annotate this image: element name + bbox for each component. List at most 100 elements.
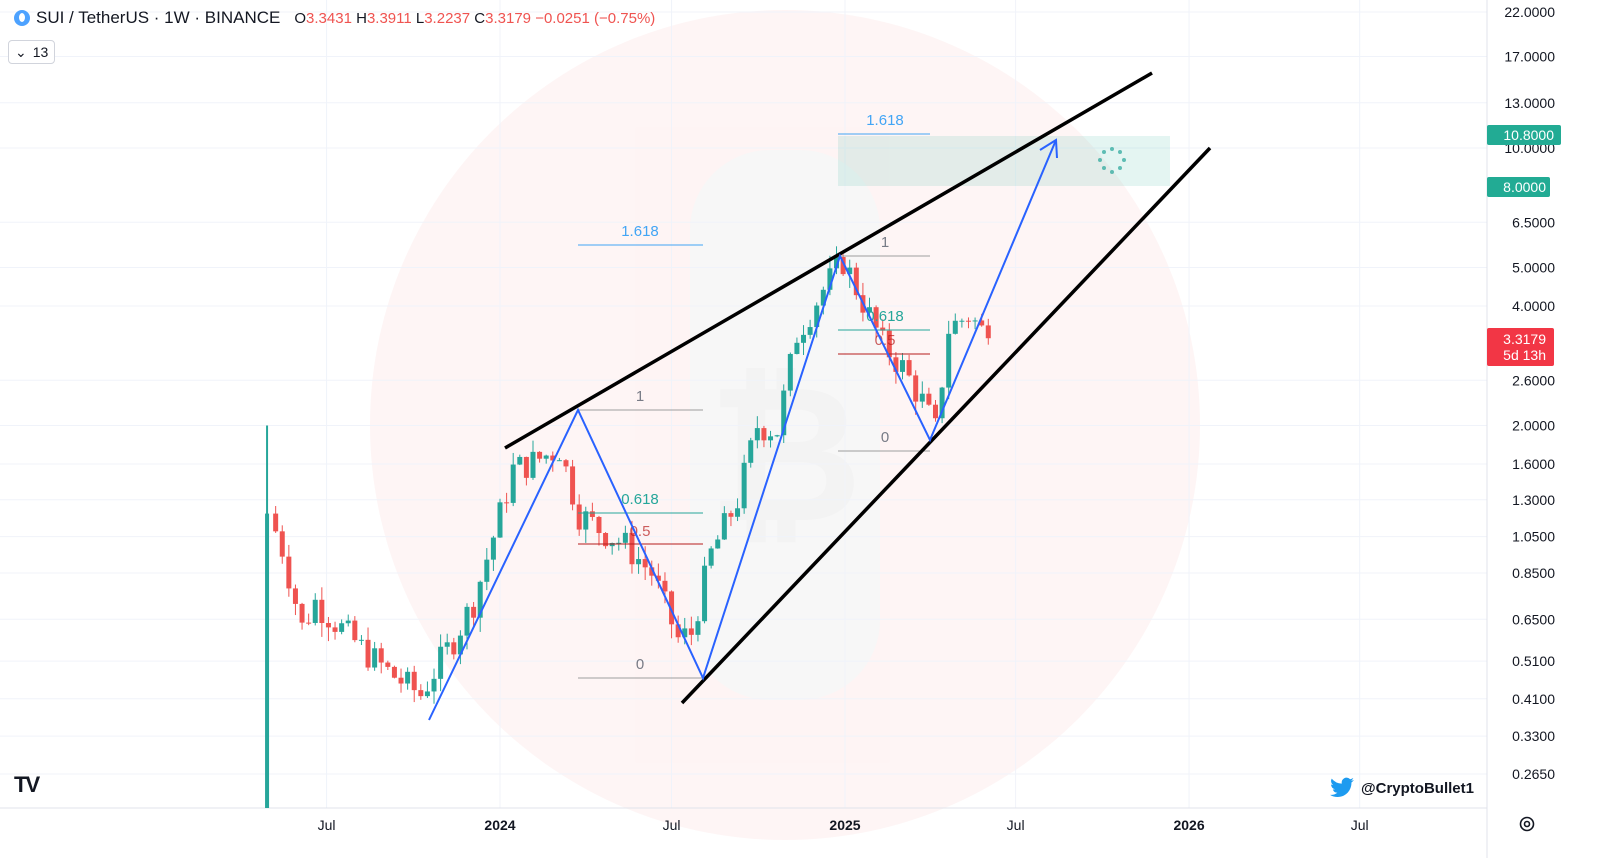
candle-body — [649, 567, 655, 576]
candle-body — [589, 511, 595, 517]
candle-body — [477, 581, 483, 618]
time-tick-label: Jul — [318, 817, 336, 833]
candle-body — [695, 621, 701, 635]
fib-label-1618-b: 1.618 — [866, 112, 904, 129]
candle-body — [972, 320, 978, 322]
price-tick-label: 0.4100 — [1512, 691, 1555, 707]
candle-body — [405, 671, 411, 684]
candles — [265, 246, 991, 808]
candle-body — [391, 666, 397, 678]
target-arrowhead — [1039, 138, 1058, 159]
candle-body — [365, 639, 371, 668]
candle-body — [932, 404, 938, 419]
candle-body — [332, 627, 338, 632]
upper-trendline[interactable] — [504, 71, 1153, 450]
candle-body — [807, 327, 813, 335]
candle-body — [457, 635, 463, 655]
target-high-label: 10.8000 — [1503, 127, 1554, 143]
chevron-down-icon: ⌄ — [15, 43, 27, 60]
candle-body — [464, 606, 470, 636]
time-tick-label: 2024 — [484, 817, 515, 833]
candle-body — [662, 580, 668, 592]
candle-body — [286, 556, 292, 589]
fib-label-1618-a: 1.618 — [621, 223, 659, 240]
author-handle: @CryptoBullet1 — [1327, 775, 1474, 801]
candle-body — [345, 620, 351, 624]
symbol-title[interactable]: SUI / TetherUS · 1W · BINANCE — [36, 8, 281, 27]
candle-body — [543, 455, 549, 459]
lower-trendline[interactable] — [680, 146, 1212, 705]
svg-text:₿: ₿ — [708, 349, 863, 561]
candle-body — [959, 320, 965, 322]
tradingview-logo[interactable]: TV — [14, 772, 40, 797]
candle-body — [510, 464, 516, 503]
candle-body — [622, 532, 628, 543]
candle-body — [787, 353, 793, 391]
candle-body — [880, 327, 886, 331]
candle-body — [814, 305, 820, 328]
candle-body — [781, 390, 787, 436]
target-low-label: 8.0000 — [1503, 179, 1546, 195]
candle-body — [484, 559, 490, 582]
candle-body — [715, 539, 721, 549]
symbol-header: SUI / TetherUS · 1W · BINANCE O3.3431 H3… — [14, 8, 655, 28]
candle-body — [299, 603, 305, 623]
candle-body — [853, 267, 859, 296]
candle-body — [490, 537, 496, 560]
bar-countdown-label: 5d 13h — [1503, 347, 1546, 363]
fib-label-1-a: 1 — [636, 388, 644, 405]
candle-body — [840, 257, 846, 275]
candle-body — [946, 333, 952, 388]
candle-body — [438, 646, 444, 679]
candle-body — [583, 511, 589, 530]
candle-body — [728, 513, 734, 517]
candle-body — [794, 342, 800, 354]
fib-label-0618-a: 0.618 — [621, 491, 659, 508]
time-axis[interactable]: Jul 2024 Jul 2025 Jul 2026 Jul — [318, 817, 1369, 833]
candle-body — [913, 375, 919, 402]
target-low-tag — [1487, 177, 1550, 197]
indicator-count: 13 — [32, 44, 49, 60]
candle-body — [570, 466, 576, 505]
candle-body — [708, 548, 714, 566]
candle-body — [325, 622, 331, 628]
candle-body — [847, 267, 853, 275]
candle-body — [735, 508, 741, 517]
candle-body — [768, 436, 774, 441]
price-tick-label: 0.8500 — [1512, 565, 1555, 581]
candle-body — [444, 642, 450, 647]
candle-body — [985, 325, 991, 339]
candle-body — [867, 307, 873, 313]
settings-gear-icon[interactable] — [1517, 814, 1537, 834]
twitter-bird-icon — [1330, 777, 1354, 797]
candle-body — [636, 559, 642, 565]
indicators-toggle[interactable]: ⌄ 13 — [8, 40, 56, 64]
price-tick-label: 0.6500 — [1512, 611, 1555, 627]
candle-body — [471, 606, 477, 618]
last-price-label: 3.3179 — [1503, 331, 1546, 347]
price-tick-label: 1.0500 — [1512, 529, 1555, 545]
fib-label-0-a: 0 — [636, 656, 644, 673]
candle-body — [827, 268, 833, 290]
candle-body — [292, 588, 298, 604]
candle-body — [741, 462, 747, 509]
candle-body — [893, 357, 899, 372]
price-tick-label: 0.2650 — [1512, 766, 1555, 782]
price-change: −0.0251 (−0.75%) — [535, 9, 656, 27]
candle-body — [596, 516, 602, 534]
price-axis[interactable]: 22.000017.000013.000010.00006.50005.0000… — [1504, 4, 1555, 782]
zigzag-pattern[interactable] — [428, 139, 1057, 721]
candle-body — [497, 502, 503, 538]
candle-body — [629, 532, 635, 565]
candle-body — [834, 257, 840, 269]
candle-body — [411, 671, 417, 691]
candle-body — [886, 330, 892, 358]
price-tick-label: 1.3000 — [1512, 492, 1555, 508]
target-zone — [838, 136, 1170, 186]
fib-label-05-a: 0.5 — [630, 523, 651, 540]
candle-body — [563, 460, 569, 467]
target-high-tag — [1487, 125, 1561, 145]
time-tick-label: Jul — [663, 817, 681, 833]
time-tick-label: Jul — [1351, 817, 1369, 833]
